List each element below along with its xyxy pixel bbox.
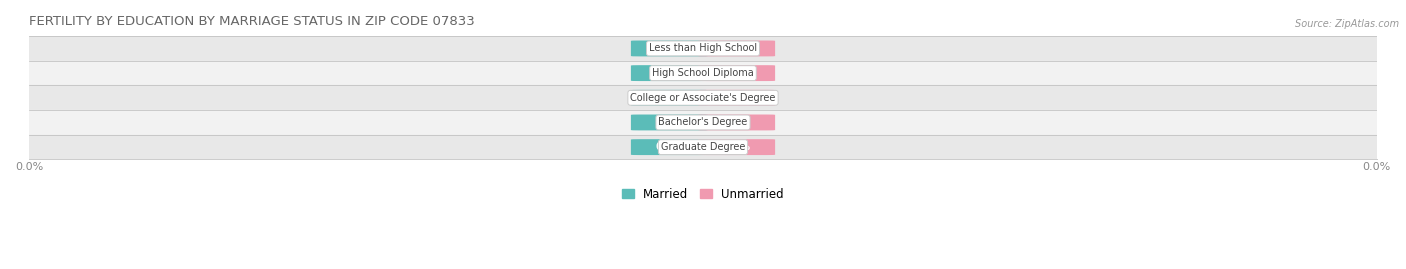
Text: 0.0%: 0.0% (723, 142, 751, 152)
Bar (30, 110, 1376, 135)
Text: Source: ZipAtlas.com: Source: ZipAtlas.com (1295, 19, 1399, 29)
Bar (30, 135, 1376, 160)
Bar (30, 86, 1376, 110)
Text: 0.0%: 0.0% (655, 93, 683, 103)
Legend: Married, Unmarried: Married, Unmarried (617, 183, 789, 205)
Text: Less than High School: Less than High School (650, 44, 756, 54)
FancyBboxPatch shape (699, 115, 775, 130)
Text: High School Diploma: High School Diploma (652, 68, 754, 78)
Text: 0.0%: 0.0% (655, 68, 683, 78)
FancyBboxPatch shape (631, 90, 707, 106)
Text: 0.0%: 0.0% (723, 68, 751, 78)
Bar (30, 61, 1376, 86)
Bar (30, 36, 1376, 61)
FancyBboxPatch shape (699, 41, 775, 56)
Text: 0.0%: 0.0% (723, 44, 751, 54)
FancyBboxPatch shape (699, 139, 775, 155)
Text: 0.0%: 0.0% (655, 118, 683, 128)
Text: 0.0%: 0.0% (723, 118, 751, 128)
FancyBboxPatch shape (631, 115, 707, 130)
Text: Graduate Degree: Graduate Degree (661, 142, 745, 152)
FancyBboxPatch shape (699, 90, 775, 106)
FancyBboxPatch shape (631, 65, 707, 81)
Text: 0.0%: 0.0% (655, 142, 683, 152)
FancyBboxPatch shape (631, 139, 707, 155)
Text: FERTILITY BY EDUCATION BY MARRIAGE STATUS IN ZIP CODE 07833: FERTILITY BY EDUCATION BY MARRIAGE STATU… (30, 15, 475, 28)
FancyBboxPatch shape (699, 65, 775, 81)
Text: 0.0%: 0.0% (723, 93, 751, 103)
Text: Bachelor's Degree: Bachelor's Degree (658, 118, 748, 128)
FancyBboxPatch shape (631, 41, 707, 56)
Text: 0.0%: 0.0% (655, 44, 683, 54)
Text: College or Associate's Degree: College or Associate's Degree (630, 93, 776, 103)
